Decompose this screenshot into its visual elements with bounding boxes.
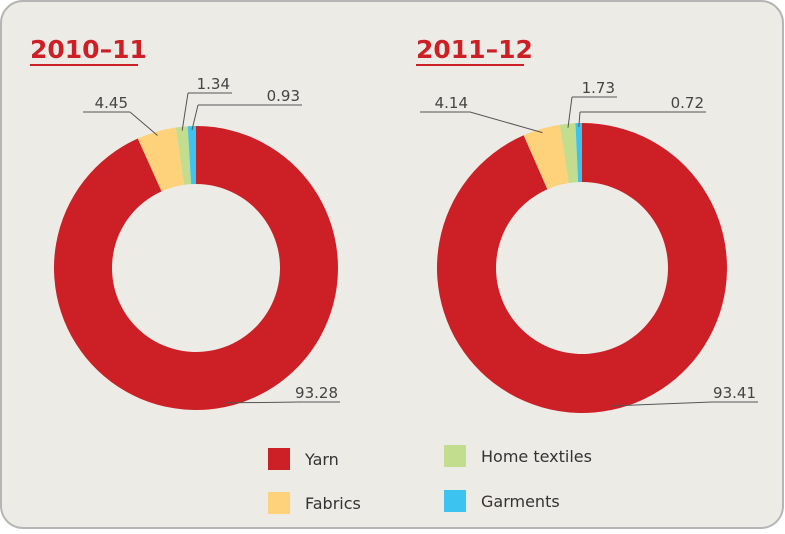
legend-swatch [268, 492, 290, 514]
legend-label: Home textiles [481, 447, 592, 466]
leader-line [578, 111, 581, 128]
donut-slice [559, 123, 579, 184]
donut-slice [187, 126, 196, 185]
legend-swatch [268, 448, 290, 470]
donut-slice [437, 123, 727, 413]
legend-label: Garments [481, 492, 560, 511]
data-label: 93.41 [713, 384, 756, 402]
data-label: 4.45 [95, 94, 128, 112]
leader-line [181, 92, 189, 131]
legend-label: Yarn [304, 450, 339, 469]
chart-title: 2010–11 [30, 35, 147, 64]
leader-line [129, 111, 158, 136]
leader-line [224, 401, 301, 404]
data-label: 0.72 [671, 94, 704, 112]
donut-slice [575, 123, 582, 183]
leader-line [191, 104, 199, 131]
legend-swatch [444, 490, 466, 512]
leader-line [610, 401, 713, 407]
chart-title: 2011–12 [416, 35, 533, 64]
data-label: 93.28 [295, 384, 338, 402]
data-label: 1.73 [582, 79, 615, 97]
donut-slice [137, 127, 185, 192]
data-label: 1.34 [197, 75, 230, 93]
leader-line [469, 111, 543, 134]
legend-swatch [444, 445, 466, 467]
donut-slice [53, 126, 338, 410]
legend-label: Fabrics [305, 494, 361, 513]
donut-slice [523, 124, 569, 190]
leader-line [567, 96, 573, 128]
data-label: 0.93 [267, 87, 300, 105]
donut-slice [175, 126, 192, 185]
data-label: 4.14 [435, 94, 468, 112]
